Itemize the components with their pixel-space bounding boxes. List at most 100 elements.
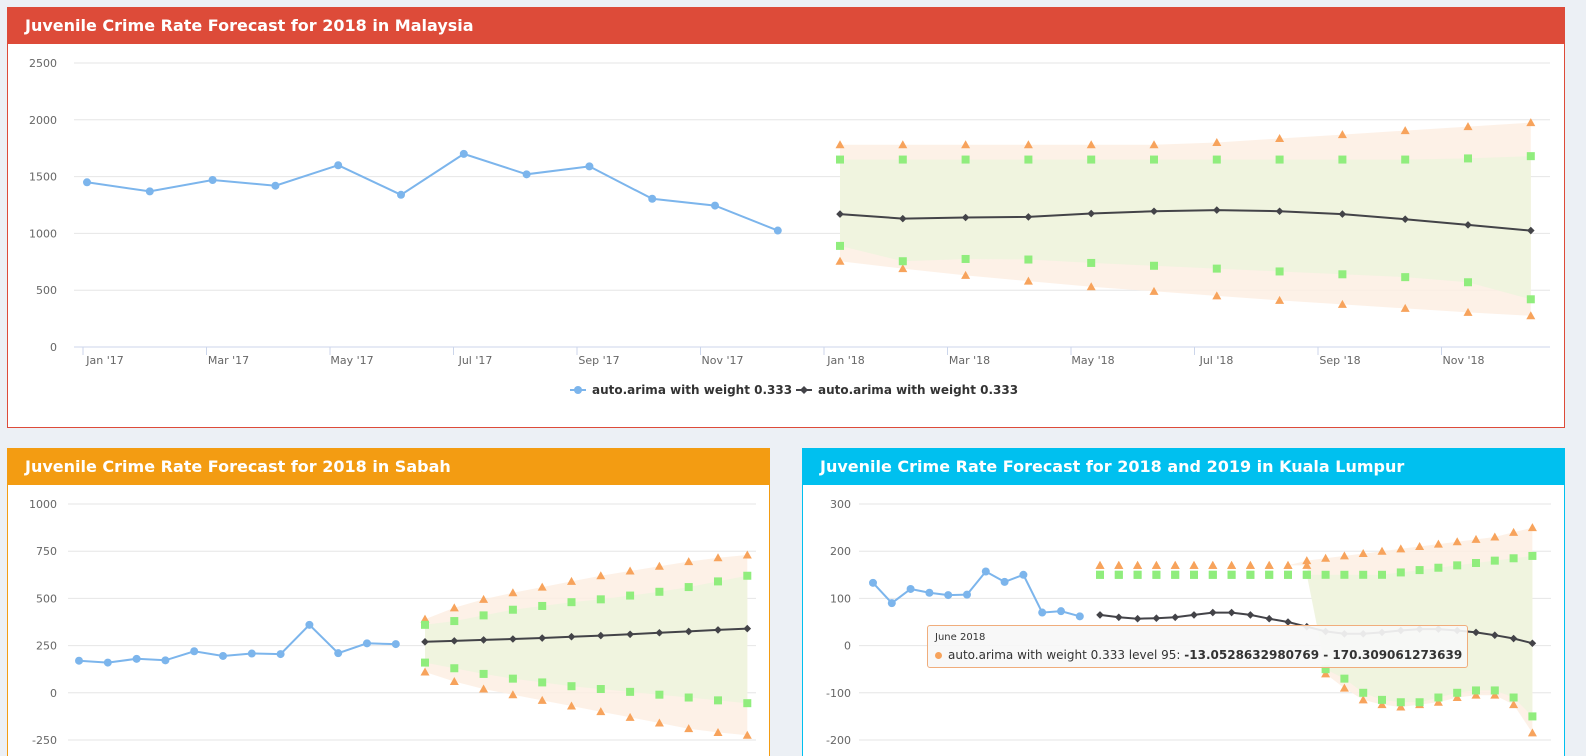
lo80-marker[interactable] (1190, 570, 1198, 579)
hi80-marker[interactable] (1378, 570, 1386, 579)
historical-point[interactable] (334, 649, 343, 658)
forecast-point[interactable] (684, 627, 693, 636)
historical-point[interactable] (944, 591, 953, 600)
hi80-marker[interactable] (1396, 568, 1405, 577)
historical-point[interactable] (925, 588, 934, 597)
historical-point[interactable] (75, 656, 83, 665)
hi80-marker[interactable] (714, 577, 722, 586)
forecast-point[interactable] (421, 638, 429, 646)
lo95-marker[interactable] (1275, 295, 1285, 304)
hi95-marker[interactable] (1149, 140, 1159, 149)
hi80-marker[interactable] (684, 583, 693, 592)
hi80-marker[interactable] (898, 155, 907, 164)
historical-point[interactable] (103, 658, 112, 667)
historical-point[interactable] (981, 567, 990, 576)
lo95-marker[interactable] (898, 264, 908, 273)
hi80-marker[interactable] (1464, 154, 1472, 163)
lo95-marker[interactable] (1227, 560, 1237, 569)
forecast-point[interactable] (1265, 614, 1273, 623)
lo80-marker[interactable] (1284, 570, 1292, 579)
lo95-marker[interactable] (420, 667, 430, 676)
lo95-marker[interactable] (449, 676, 459, 685)
lo95-marker[interactable] (1463, 307, 1473, 316)
hi80-marker[interactable] (479, 611, 488, 620)
lo80-marker[interactable] (1396, 698, 1405, 707)
lo95-marker[interactable] (508, 690, 518, 699)
forecast-point[interactable] (1150, 207, 1158, 216)
historical-point[interactable] (247, 649, 256, 658)
hi95-marker[interactable] (713, 553, 723, 562)
hi80-marker[interactable] (1024, 155, 1033, 164)
historical-point[interactable] (459, 149, 468, 158)
forecast-point[interactable] (626, 630, 634, 639)
hi80-marker[interactable] (836, 155, 844, 164)
legend-item-historical[interactable]: auto.arima with weight 0.333 (570, 383, 792, 397)
historical-point[interactable] (271, 181, 280, 190)
hi80-marker[interactable] (1490, 556, 1499, 565)
lo80-marker[interactable] (1212, 264, 1221, 273)
hi95-marker[interactable] (1302, 556, 1312, 565)
forecast-point[interactable] (714, 626, 722, 634)
hi95-marker[interactable] (1527, 523, 1537, 532)
hi80-marker[interactable] (1509, 554, 1518, 563)
hi80-marker[interactable] (1321, 570, 1330, 579)
lo80-marker[interactable] (961, 254, 970, 263)
forecast-point[interactable] (1087, 209, 1095, 218)
hi95-marker[interactable] (1452, 537, 1462, 546)
lo80-marker[interactable] (655, 690, 664, 699)
hi95-marker[interactable] (625, 566, 635, 575)
forecast-point[interactable] (1284, 618, 1292, 626)
malaysia-chart[interactable]: 0 500 1000 1500 2000 2500 Jan '17 Mar '17 May '1… (8, 44, 1564, 428)
lo80-marker[interactable] (1246, 570, 1255, 579)
hi95-marker[interactable] (479, 594, 489, 603)
historical-point[interactable] (1057, 607, 1065, 616)
lo80-marker[interactable] (1208, 570, 1217, 579)
lo95-marker[interactable] (684, 724, 694, 733)
historical-point[interactable] (1000, 577, 1009, 586)
historical-point[interactable] (963, 590, 971, 599)
hi80-marker[interactable] (1275, 155, 1284, 164)
lo95-marker[interactable] (1321, 669, 1331, 678)
lo80-marker[interactable] (1472, 686, 1480, 695)
lo95-marker[interactable] (1133, 560, 1143, 569)
lo95-marker[interactable] (961, 270, 971, 279)
hi95-marker[interactable] (1490, 532, 1500, 541)
lo95-marker[interactable] (1114, 560, 1124, 569)
hi95-marker[interactable] (961, 140, 971, 149)
lo95-marker[interactable] (1337, 299, 1347, 308)
lo80-marker[interactable] (421, 658, 429, 667)
forecast-point[interactable] (1464, 221, 1472, 229)
historical-point[interactable] (305, 620, 314, 629)
forecast-point[interactable] (1275, 207, 1284, 216)
hi80-marker[interactable] (538, 601, 547, 610)
hi80-marker[interactable] (567, 598, 576, 607)
lo95-marker[interactable] (1471, 690, 1481, 699)
lo80-marker[interactable] (626, 687, 635, 696)
forecast-point[interactable] (509, 635, 517, 643)
hi95-marker[interactable] (449, 603, 459, 612)
lo95-marker[interactable] (1527, 728, 1537, 737)
lo95-marker[interactable] (1086, 282, 1096, 291)
lo80-marker[interactable] (1340, 674, 1349, 683)
hi95-marker[interactable] (1212, 138, 1222, 147)
lo95-marker[interactable] (1302, 560, 1312, 569)
legend-item-forecast[interactable]: auto.arima with weight 0.333 (796, 383, 1018, 397)
historical-point[interactable] (711, 201, 719, 210)
hi95-marker[interactable] (1339, 551, 1349, 560)
forecast-point[interactable] (1213, 206, 1221, 214)
hi95-marker[interactable] (1471, 534, 1481, 543)
historical-point[interactable] (145, 187, 154, 196)
lo80-marker[interactable] (1152, 570, 1161, 579)
lo80-marker[interactable] (1338, 270, 1347, 279)
hi95-marker[interactable] (654, 561, 664, 570)
lo80-marker[interactable] (1378, 695, 1386, 704)
lo80-marker[interactable] (508, 674, 517, 683)
forecast-point[interactable] (1491, 631, 1499, 640)
hi80-marker[interactable] (450, 617, 459, 626)
historical-point[interactable] (773, 226, 782, 235)
historical-point[interactable] (1075, 612, 1084, 621)
lo95-marker[interactable] (1208, 560, 1218, 569)
hi95-marker[interactable] (1086, 140, 1096, 149)
lo80-marker[interactable] (898, 257, 907, 266)
hi95-marker[interactable] (1463, 122, 1473, 131)
